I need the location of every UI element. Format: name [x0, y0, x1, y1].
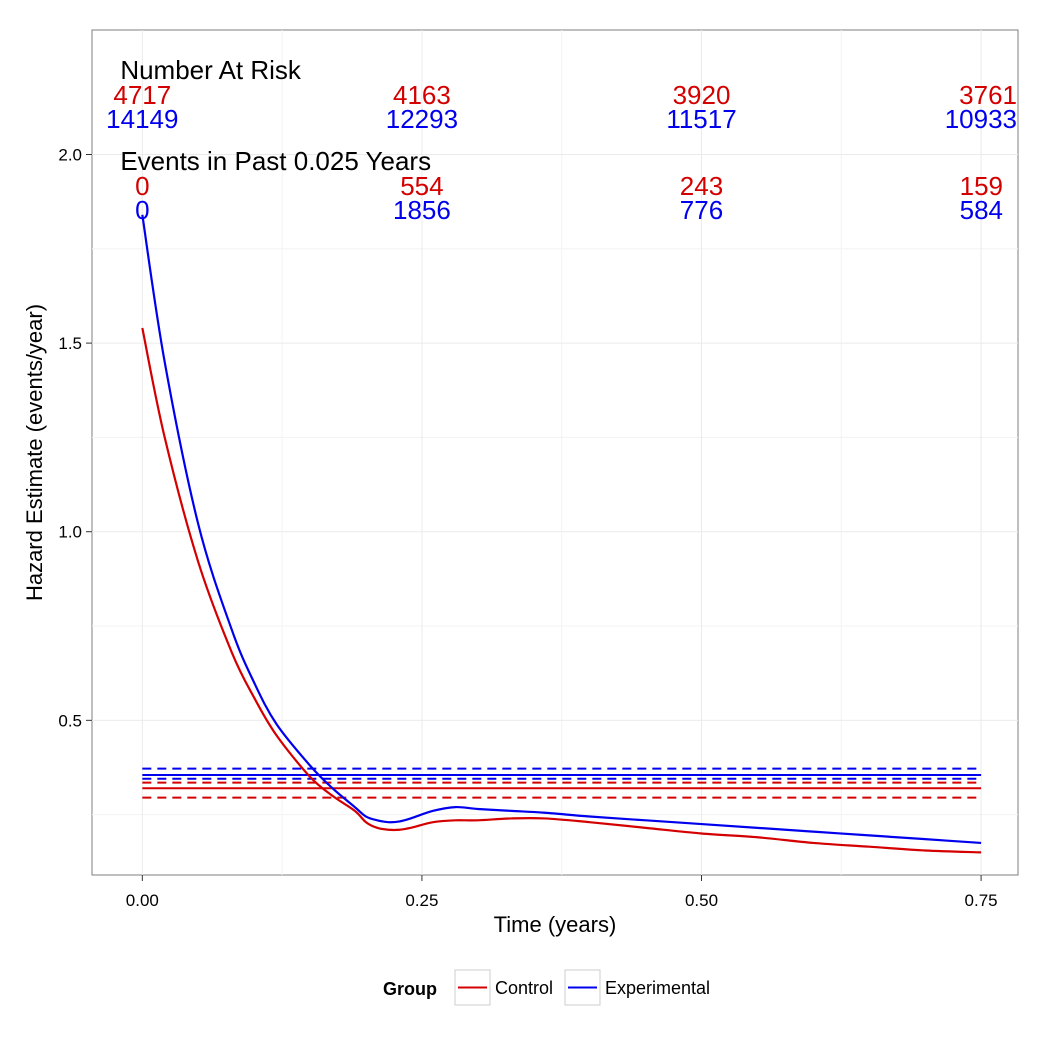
y-tick-label: 0.5: [58, 711, 82, 730]
events-value-control: 159: [960, 171, 1003, 201]
events-value-control: 554: [400, 171, 443, 201]
plot-panel: [91, 29, 1019, 876]
at-risk-value-control: 3761: [959, 80, 1017, 110]
at-risk-title: Number At Risk: [120, 55, 302, 85]
legend: Group Control Experimental: [383, 969, 710, 1006]
at-risk-value-experimental: 14149: [106, 104, 178, 134]
at-risk-value-control: 4163: [393, 80, 451, 110]
legend-item-control: Control: [454, 969, 553, 1006]
at-risk-value-experimental: 10933: [945, 104, 1017, 134]
legend-label: Experimental: [605, 978, 710, 998]
x-tick-label: 0.50: [685, 891, 718, 910]
y-tick-label: 1.5: [58, 334, 82, 353]
series-lines: [141, 214, 982, 854]
legend-label: Control: [495, 978, 553, 998]
legend-title: Group: [383, 979, 437, 999]
at-risk-value-control: 3920: [673, 80, 731, 110]
risk-table-annotations: Number At Risk Events in Past 0.025 Year…: [106, 55, 1017, 225]
events-title: Events in Past 0.025 Years: [120, 146, 431, 176]
at-risk-value-experimental: 11517: [666, 104, 736, 134]
series-line-experimental: [141, 214, 982, 845]
x-tick-label: 0.75: [965, 891, 998, 910]
grid: [92, 30, 1018, 875]
at-risk-value-control: 4717: [113, 80, 171, 110]
reference-lines: [142, 767, 982, 799]
y-axis-title: Hazard Estimate (events/year): [22, 304, 47, 601]
axes: 0.00 0.25 0.50 0.75 0.5 1.0 1.5 2.0: [58, 145, 997, 910]
series-line-control: [141, 327, 982, 854]
y-tick-label: 1.0: [58, 523, 82, 542]
events-value-experimental: 776: [680, 195, 723, 225]
legend-item-experimental: Experimental: [564, 969, 710, 1006]
events-value-experimental: 584: [960, 195, 1003, 225]
events-value-control: 243: [680, 171, 723, 201]
events-value-control: 0: [135, 171, 149, 201]
x-axis-title: Time (years): [494, 912, 617, 937]
x-tick-label: 0.25: [405, 891, 438, 910]
events-value-experimental: 0: [135, 195, 149, 225]
x-tick-label: 0.00: [126, 891, 159, 910]
at-risk-value-experimental: 12293: [386, 104, 458, 134]
y-tick-label: 2.0: [58, 145, 82, 164]
events-value-experimental: 1856: [393, 195, 451, 225]
